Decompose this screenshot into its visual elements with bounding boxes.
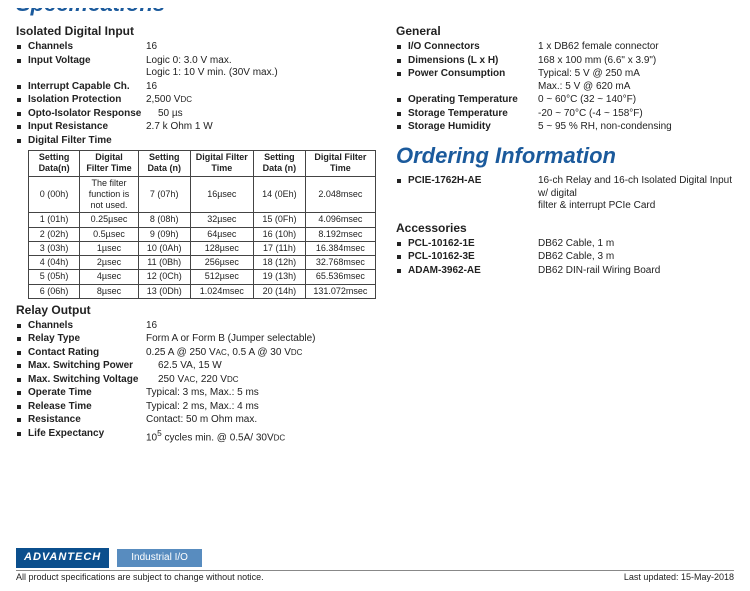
idi-opto-val: 50 µs xyxy=(158,108,376,121)
relay-msv-label: Max. Switching Voltage xyxy=(28,374,158,387)
relay-msv-val: 250 VAC, 220 VDC xyxy=(158,374,376,387)
column-left: Isolated Digital Input Channels16 Input … xyxy=(16,20,376,446)
idi-opto-label: Opto-Isolator Response xyxy=(28,108,158,121)
ordering-title: Ordering Information xyxy=(396,142,734,170)
truncated-heading: Specifications xyxy=(16,8,734,18)
filter-row-3: 3 (03h)1µsec10 (0Ah)128µsec17 (11h)16.38… xyxy=(29,241,376,255)
ord-prod-val: 16-ch Relay and 16-ch Isolated Digital I… xyxy=(538,175,734,213)
idi-inter-val: 16 xyxy=(146,81,376,94)
column-right: General I/O Connectors1 x DB62 female co… xyxy=(396,20,734,446)
acc-1-val: DB62 Cable, 1 m xyxy=(538,238,734,251)
relay-cr-val: 0.25 A @ 250 VAC, 0.5 A @ 30 VDC xyxy=(146,347,376,360)
relay-ch-label: Channels xyxy=(28,320,146,333)
relay-msp-label: Max. Switching Power xyxy=(28,360,158,373)
relay-rel-val: Typical: 2 ms, Max.: 4 ms xyxy=(146,401,376,414)
gen-pc-label: Power Consumption xyxy=(408,68,538,81)
relay-res-label: Resistance xyxy=(28,414,146,427)
idi-iso-val: 2,500 VDC xyxy=(146,94,376,107)
filter-row-0: 0 (00h) The filter function is not used.… xyxy=(29,176,376,213)
relay-ot-val: Typical: 3 ms, Max.: 5 ms xyxy=(146,387,376,400)
gen-dim-label: Dimensions (L x H) xyxy=(408,55,538,68)
gen-sh-label: Storage Humidity xyxy=(408,121,538,134)
idi-title: Isolated Digital Input xyxy=(16,24,376,39)
gen-st-label: Storage Temperature xyxy=(408,108,538,121)
idi-iv-label: Input Voltage xyxy=(28,55,146,68)
idi-channels-label: Channels xyxy=(28,41,146,54)
truncated-heading-text: Specifications xyxy=(16,8,734,18)
filter-header-row: Setting Data(n)Digital Filter Time Setti… xyxy=(29,151,376,177)
acc-2-label: PCL-10162-3E xyxy=(408,251,538,264)
filter-table: Setting Data(n)Digital Filter Time Setti… xyxy=(28,150,376,299)
relay-msp-val: 62.5 VA, 15 W xyxy=(158,360,376,373)
relay-rt-val: Form A or Form B (Jumper selectable) xyxy=(146,333,376,346)
relay-le-label: Life Expectancy xyxy=(28,428,146,441)
idi-ir-label: Input Resistance xyxy=(28,121,146,134)
relay-ot-label: Operate Time xyxy=(28,387,146,400)
acc-3-val: DB62 DIN-rail Wiring Board xyxy=(538,265,734,278)
acc-1-label: PCL-10162-1E xyxy=(408,238,538,251)
relay-rel-label: Release Time xyxy=(28,401,146,414)
idi-ir-val: 2.7 k Ohm 1 W xyxy=(146,121,376,134)
relay-res-val: Contact: 50 m Ohm max. xyxy=(146,414,376,427)
general-title: General xyxy=(396,24,734,39)
footer-brand: ADVANTECH xyxy=(16,548,109,568)
footer: ADVANTECH Industrial I/O All product spe… xyxy=(16,548,734,583)
idi-iv-val: Logic 0: 3.0 V max.Logic 1: 10 V min. (3… xyxy=(146,55,376,80)
relay-le-val: 105 cycles min. @ 0.5A/ 30VDC xyxy=(146,428,376,445)
idi-inter-label: Interrupt Capable Ch. xyxy=(28,81,146,94)
filter-row-1: 1 (01h)0.25µsec8 (08h)32µsec15 (0Fh)4.09… xyxy=(29,213,376,227)
gen-ot-val: 0 ~ 60°C (32 ~ 140°F) xyxy=(538,94,734,107)
filter-row-5: 5 (05h)4µsec12 (0Ch)512µsec19 (13h)65.53… xyxy=(29,270,376,284)
filter-row-2: 2 (02h)0.5µsec9 (09h)64µsec16 (10h)8.192… xyxy=(29,227,376,241)
relay-title: Relay Output xyxy=(16,303,376,318)
gen-ioc-label: I/O Connectors xyxy=(408,41,538,54)
footer-bar: ADVANTECH Industrial I/O xyxy=(16,548,734,568)
idi-dft-label: Digital Filter Time xyxy=(28,135,146,148)
filter-row-6: 6 (06h)8µsec13 (0Dh)1.024msec20 (14h)131… xyxy=(29,284,376,298)
gen-pc-val: Typical: 5 V @ 250 mAMax.: 5 V @ 620 mA xyxy=(538,68,734,93)
gen-ot-label: Operating Temperature xyxy=(408,94,538,107)
relay-rt-label: Relay Type xyxy=(28,333,146,346)
gen-st-val: -20 ~ 70°C (-4 ~ 158°F) xyxy=(538,108,734,121)
footer-category: Industrial I/O xyxy=(117,549,202,568)
footer-note: All product specifications are subject t… xyxy=(16,572,264,583)
idi-iso-label: Isolation Protection xyxy=(28,94,146,107)
relay-cr-label: Contact Rating xyxy=(28,347,146,360)
acc-2-val: DB62 Cable, 3 m xyxy=(538,251,734,264)
gen-dim-val: 168 x 100 mm (6.6" x 3.9") xyxy=(538,55,734,68)
idi-channels-val: 16 xyxy=(146,41,376,54)
footer-date: Last updated: 15-May-2018 xyxy=(624,572,734,583)
ord-prod-label: PCIE-1762H-AE xyxy=(408,175,538,188)
filter-row-4: 4 (04h)2µsec11 (0Bh)256µsec18 (12h)32.76… xyxy=(29,256,376,270)
gen-ioc-val: 1 x DB62 female connector xyxy=(538,41,734,54)
gen-sh-val: 5 ~ 95 % RH, non-condensing xyxy=(538,121,734,134)
acc-3-label: ADAM-3962-AE xyxy=(408,265,538,278)
relay-ch-val: 16 xyxy=(146,320,376,333)
acc-title: Accessories xyxy=(396,221,734,236)
